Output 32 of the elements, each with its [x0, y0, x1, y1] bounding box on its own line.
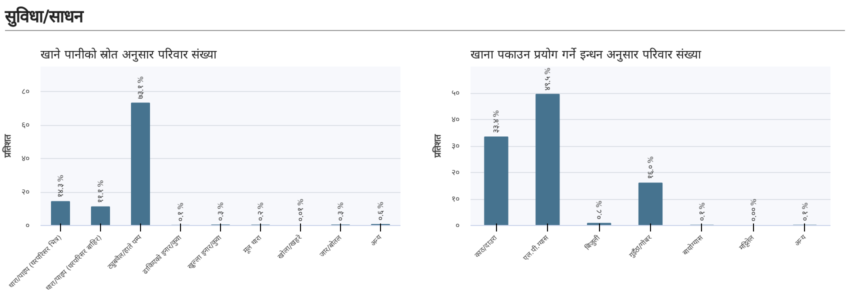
y-tick-label: १०	[452, 194, 460, 204]
y-axis-title: प्रतिशत	[2, 134, 14, 158]
y-tick-label: २०	[452, 168, 460, 177]
data-label: ४९.५ %	[543, 67, 552, 90]
data-label: ०.०१ %	[296, 198, 305, 222]
chart-title: खाने पानीको स्रोत अनुसार परिवार संख्या	[40, 48, 218, 62]
data-label: ०.२ %	[256, 202, 265, 222]
data-label: ११.१ %	[96, 180, 105, 203]
y-tick-label: ८०	[22, 87, 30, 96]
data-label: ०.६ %	[376, 201, 385, 220]
data-label: ०.३ %	[336, 202, 345, 221]
y-tick-label: ३०	[452, 142, 460, 150]
y-tick-label: ०	[26, 221, 30, 230]
data-label: १६.० %	[646, 156, 655, 180]
data-label: ३३.४ %	[492, 110, 501, 133]
y-tick-label: २०	[22, 188, 30, 197]
data-label: ०.१ %	[176, 202, 185, 222]
y-tick-label: ४०	[452, 115, 460, 124]
data-label: ०.८ %	[594, 200, 604, 220]
y-tick-label: ०	[456, 221, 460, 230]
y-tick-label: ५०	[452, 88, 460, 98]
y-axis-title: प्रतिशत	[432, 134, 444, 158]
data-label: ०.०० %	[748, 198, 758, 222]
chart-title: खाना पकाउन प्रयोग गर्ने इन्धन अनुसार परिवार संख्या	[470, 48, 702, 62]
data-label: ०.१ %	[800, 202, 810, 222]
data-label: ०.१ %	[697, 202, 706, 222]
data-label: १४.३ %	[56, 174, 65, 198]
y-tick-label: ४०	[22, 154, 30, 164]
y-tick-label: ६०	[22, 120, 30, 130]
text: सुविधा/साधन	[5, 6, 84, 29]
data-label: ७३.१ %	[136, 76, 145, 100]
data-label: ०.३ %	[216, 202, 225, 221]
